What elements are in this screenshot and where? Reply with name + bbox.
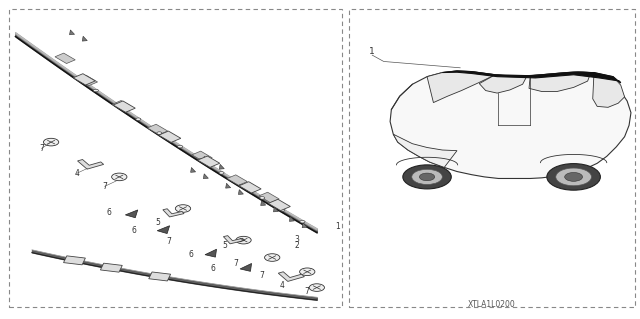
- Polygon shape: [238, 189, 243, 195]
- Circle shape: [44, 138, 59, 146]
- Text: 7: 7: [39, 144, 44, 153]
- Circle shape: [556, 168, 591, 186]
- Polygon shape: [273, 207, 278, 212]
- Polygon shape: [479, 75, 527, 93]
- Polygon shape: [163, 209, 184, 217]
- Polygon shape: [191, 167, 196, 172]
- Polygon shape: [223, 236, 244, 244]
- Polygon shape: [268, 199, 291, 211]
- Polygon shape: [302, 223, 307, 228]
- Polygon shape: [289, 217, 294, 221]
- Circle shape: [175, 205, 191, 212]
- Polygon shape: [147, 124, 168, 135]
- Text: XTLA1L0200: XTLA1L0200: [468, 300, 516, 309]
- Circle shape: [300, 220, 305, 223]
- Polygon shape: [204, 156, 209, 161]
- Polygon shape: [394, 134, 457, 167]
- Text: 1: 1: [335, 222, 340, 231]
- Circle shape: [280, 209, 285, 211]
- Circle shape: [260, 197, 265, 199]
- Circle shape: [300, 268, 315, 276]
- Circle shape: [111, 173, 127, 181]
- Polygon shape: [442, 71, 621, 83]
- Polygon shape: [593, 72, 625, 107]
- Circle shape: [309, 284, 324, 291]
- Text: 3: 3: [294, 235, 299, 244]
- Circle shape: [264, 254, 280, 261]
- Text: 6: 6: [211, 264, 216, 273]
- Text: 5: 5: [222, 241, 227, 250]
- Circle shape: [115, 104, 120, 106]
- Polygon shape: [390, 71, 631, 178]
- Polygon shape: [227, 175, 247, 185]
- Polygon shape: [204, 174, 209, 179]
- Circle shape: [236, 236, 251, 244]
- Polygon shape: [278, 272, 305, 281]
- Polygon shape: [100, 263, 122, 272]
- Polygon shape: [77, 160, 104, 169]
- Polygon shape: [63, 256, 85, 265]
- Text: 1: 1: [369, 48, 375, 56]
- Circle shape: [564, 173, 582, 181]
- Polygon shape: [529, 71, 591, 92]
- Circle shape: [178, 145, 183, 148]
- Polygon shape: [260, 201, 266, 205]
- Circle shape: [419, 173, 435, 181]
- Polygon shape: [55, 53, 76, 63]
- Polygon shape: [77, 75, 97, 86]
- Polygon shape: [73, 74, 95, 85]
- Circle shape: [239, 184, 244, 187]
- Text: 5: 5: [155, 218, 160, 227]
- Polygon shape: [220, 164, 224, 169]
- Bar: [9, 9, 342, 307]
- Text: 4: 4: [279, 281, 284, 290]
- Text: 6: 6: [106, 208, 111, 217]
- Text: 7: 7: [166, 237, 171, 246]
- Polygon shape: [205, 249, 216, 257]
- Circle shape: [219, 172, 224, 174]
- Polygon shape: [240, 263, 252, 271]
- Circle shape: [136, 118, 141, 121]
- Text: 4: 4: [74, 169, 79, 178]
- Text: 7: 7: [259, 271, 264, 280]
- Circle shape: [157, 132, 162, 134]
- Polygon shape: [226, 183, 230, 188]
- Polygon shape: [112, 100, 132, 111]
- Circle shape: [403, 165, 451, 189]
- Text: 7: 7: [305, 287, 310, 296]
- Circle shape: [547, 164, 600, 190]
- Polygon shape: [239, 182, 261, 193]
- Polygon shape: [159, 131, 181, 142]
- Polygon shape: [259, 192, 279, 203]
- Circle shape: [198, 159, 204, 161]
- Polygon shape: [192, 151, 212, 161]
- Text: 6: 6: [189, 250, 194, 259]
- Polygon shape: [70, 30, 74, 35]
- Polygon shape: [113, 101, 135, 112]
- Text: 7: 7: [102, 182, 107, 191]
- Polygon shape: [148, 272, 171, 281]
- Polygon shape: [125, 210, 138, 218]
- Text: 6: 6: [131, 226, 136, 235]
- Polygon shape: [427, 71, 495, 103]
- Polygon shape: [83, 36, 87, 41]
- Bar: [349, 9, 636, 307]
- Polygon shape: [157, 226, 170, 234]
- Text: 2: 2: [294, 241, 299, 250]
- Polygon shape: [198, 156, 220, 167]
- Circle shape: [412, 169, 442, 184]
- Circle shape: [93, 89, 99, 92]
- Text: 7: 7: [234, 259, 238, 268]
